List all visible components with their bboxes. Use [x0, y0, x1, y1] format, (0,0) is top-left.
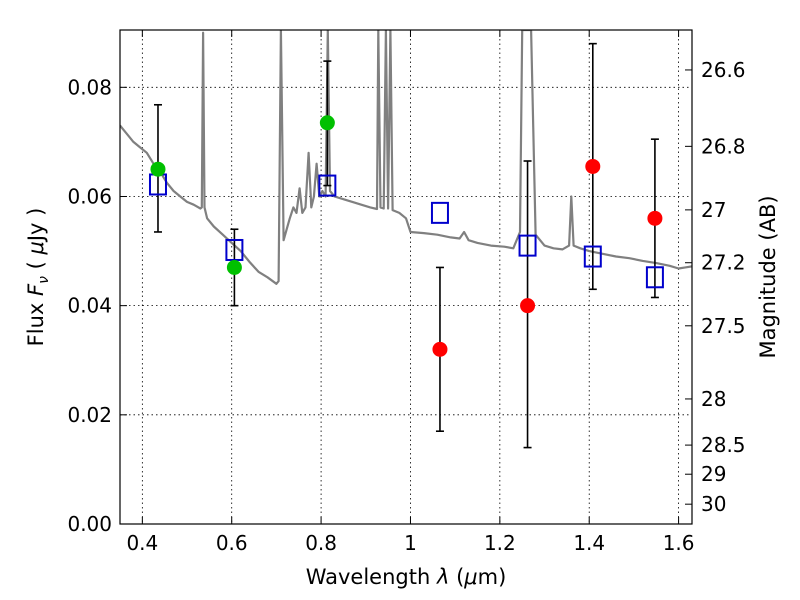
model-sed-line [120, 30, 692, 285]
mag-tick-label: 27 [701, 198, 726, 222]
model-square-point [518, 234, 537, 257]
y-axis-label: Flux Fν ( μJy ) [24, 208, 52, 347]
green-data-point [226, 259, 242, 275]
mag-tick-label: 28 [701, 387, 726, 411]
y2-axis-label: Magnitude (AB) [756, 195, 780, 358]
y-tick-label: 0.00 [67, 512, 112, 536]
y-tick-label: 0.06 [67, 184, 112, 208]
grid [120, 30, 692, 524]
data-point-layer [150, 115, 663, 357]
red-data-point [585, 158, 601, 174]
y-tick-label: 0.02 [67, 403, 112, 427]
x-tick-label: 1 [404, 531, 417, 555]
model-square-layer [148, 173, 664, 289]
plot-frame [119, 29, 693, 525]
mag-tick-label: 27.2 [701, 251, 746, 275]
errorbar-layer [153, 42, 659, 449]
model-sed-layer [120, 30, 692, 285]
x-tick-label: 0.4 [126, 531, 158, 555]
x-tick-label: 0.6 [216, 531, 248, 555]
model-square-point [430, 201, 449, 224]
x-axis-label: Wavelength λ (μm) [306, 565, 507, 589]
green-data-point [150, 161, 166, 177]
model-square-point [583, 245, 602, 268]
x-tick-label: 1.2 [484, 531, 516, 555]
x-tick-label: 1.4 [573, 531, 605, 555]
ticks: 0.4 0.6 0.8 1 1.2 1.4 1.6 0.00 0.02 0.04 0.06 0.08 2… [67, 30, 746, 555]
x-tick-label: 1.6 [663, 531, 695, 555]
mag-tick-label: 26.6 [701, 58, 746, 82]
mag-tick-label: 28.5 [701, 433, 746, 457]
mag-tick-label: 29 [701, 462, 726, 486]
model-square-point [318, 174, 337, 197]
mag-tick-label: 26.8 [701, 134, 746, 158]
red-data-point [520, 298, 536, 314]
y-tick-label: 0.04 [67, 294, 112, 318]
mag-tick-label: 27.5 [701, 314, 746, 338]
y-tick-label: 0.08 [67, 75, 112, 99]
green-data-point [319, 115, 335, 131]
x-tick-label: 0.8 [305, 531, 337, 555]
model-square-point [645, 266, 664, 289]
mag-tick-label: 30 [701, 492, 726, 516]
red-data-point [432, 341, 448, 357]
red-data-point [647, 210, 663, 226]
